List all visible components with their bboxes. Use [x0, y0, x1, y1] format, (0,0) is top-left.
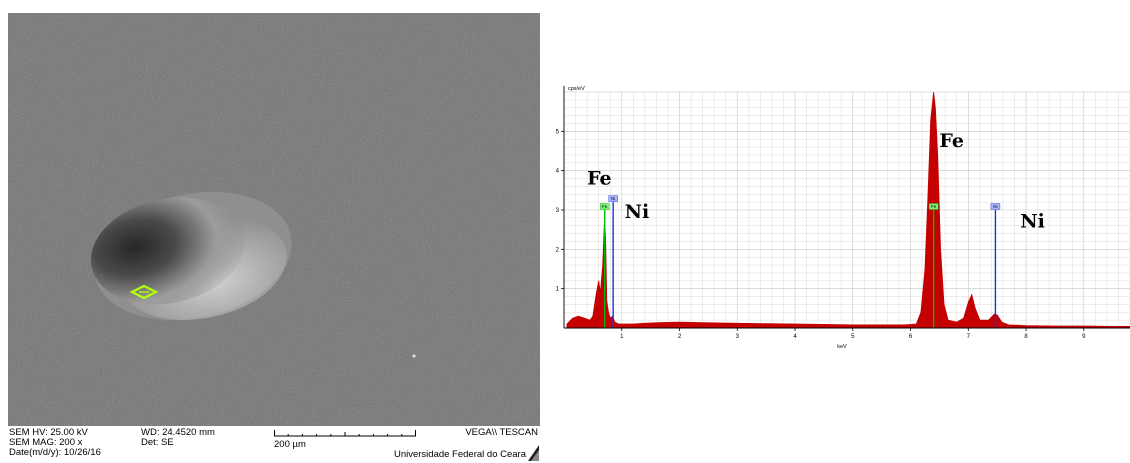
- marker-tag-ni: Ni: [611, 196, 615, 201]
- spectrum-series-0: [566, 91, 1130, 329]
- annotation-fe: Fe: [587, 167, 612, 189]
- y-axis-title: cps/eV: [568, 86, 585, 92]
- marker-tag-box-fe: [600, 203, 610, 210]
- x-tick-label: 2: [678, 334, 682, 340]
- marker-tag-fe: Fe: [931, 204, 937, 209]
- sem-detector: Det: SE: [141, 437, 174, 448]
- x-tick-label: 9: [1082, 334, 1086, 340]
- surface-speck: [412, 354, 416, 358]
- chart-grid: [563, 91, 1130, 329]
- annotation-fe: Fe: [939, 130, 964, 152]
- y-tick-label: 3: [556, 208, 560, 214]
- tescan-logo-icon: [528, 445, 539, 461]
- institution-name: Universidade Federal do Ceara: [393, 449, 526, 460]
- sem-wd: WD: 24.4520 mm: [141, 427, 215, 438]
- sem-mag: SEM MAG: 200 x: [9, 437, 83, 448]
- x-tick-label: 1: [620, 334, 624, 340]
- x-tick-label: 7: [967, 334, 971, 340]
- microscope-brand: VEGA\\ TESCAN: [465, 427, 538, 438]
- sem-info-bar: SEM HV: 25.00 kV SEM MAG: 200 x Date(m/d…: [8, 426, 540, 463]
- marker-tag-box-fe: [928, 203, 939, 210]
- sem-panel: SEM HV: 25.00 kV SEM MAG: 200 x Date(m/d…: [8, 13, 540, 463]
- x-tick-label: 5: [851, 334, 855, 340]
- analysis-spot-marker: [129, 284, 159, 300]
- sem-micrograph: [8, 13, 540, 426]
- scale-bar-label: 200 µm: [274, 439, 306, 450]
- x-tick-label: 3: [736, 334, 740, 340]
- marker-tag-ni: Ni: [993, 204, 997, 209]
- y-tick-label: 1: [556, 287, 560, 293]
- x-tick-label: 6: [909, 334, 913, 340]
- x-tick-label: 4: [793, 334, 797, 340]
- spectrum-area: [566, 91, 1130, 329]
- y-tick-label: 2: [556, 247, 560, 253]
- annotation-ni: Ni: [625, 201, 650, 223]
- corrosion-pit: [90, 197, 246, 305]
- scale-bar: [274, 430, 416, 437]
- sem-date: Date(m/d/y): 10/26/16: [9, 447, 101, 458]
- marker-tag-box-ni: [608, 195, 618, 202]
- chart-axes: 1 2 3 4 5 6 7 8 9 1 2 3 4 5: [556, 86, 1130, 340]
- y-tick-label: 5: [556, 129, 560, 135]
- marker-tag-fe: Fe: [602, 204, 608, 209]
- marker-tag-box-ni: [990, 203, 1001, 210]
- x-axis-title: keV: [837, 344, 847, 350]
- x-tick-label: 8: [1024, 334, 1028, 340]
- sem-hv: SEM HV: 25.00 kV: [9, 427, 88, 438]
- annotation-ni: Ni: [1020, 211, 1045, 233]
- y-tick-label: 4: [556, 169, 560, 175]
